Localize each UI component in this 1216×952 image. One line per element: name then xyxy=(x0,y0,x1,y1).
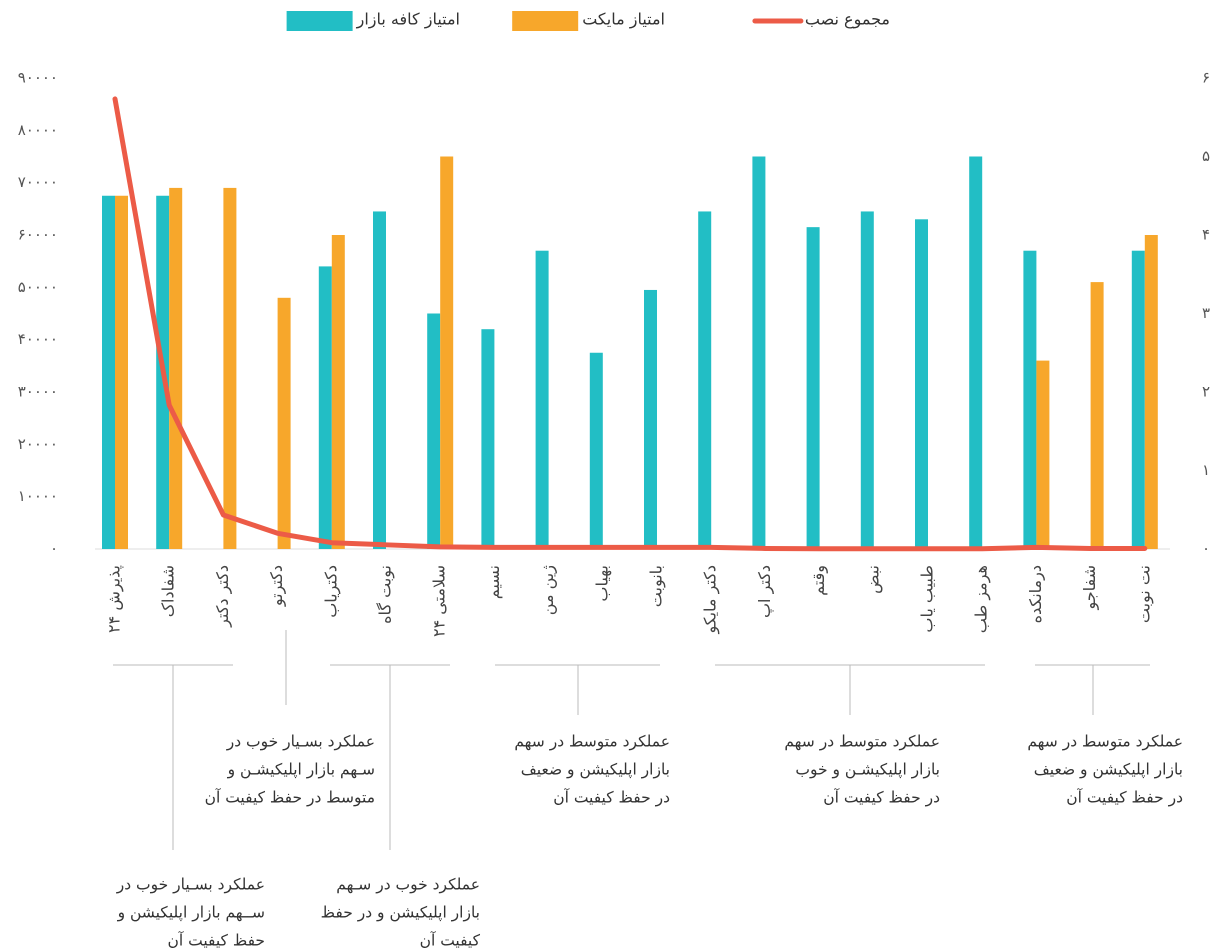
legend-label: امتیاز مایکت xyxy=(582,10,665,30)
bar xyxy=(860,211,874,549)
x-tick-label: پذیرش ۲۴ xyxy=(105,565,125,633)
x-tick-label: نوبت گاه xyxy=(376,565,396,624)
bar xyxy=(1023,250,1037,549)
y-tick-label: ۹۰۰۰۰ xyxy=(18,69,58,87)
annotation-line: عملکرد متوسط در سهم xyxy=(784,733,940,752)
y-tick-label: ۵۰۰۰۰ xyxy=(18,278,58,296)
bar xyxy=(427,313,441,549)
annotation-line: عملکرد متوسط در سهم xyxy=(514,733,670,752)
x-tick-label: هرمز طب xyxy=(972,565,992,633)
x-tick-label: دکترتو xyxy=(267,565,287,607)
y-tick-label: ۱۰۰۰۰ xyxy=(18,487,58,505)
y2-tick-label: ۴ xyxy=(1202,226,1210,244)
bar xyxy=(1131,250,1145,549)
x-tick-label: بانوبت xyxy=(647,565,667,607)
bar xyxy=(481,329,495,549)
y-tick-label: ۶۰۰۰۰ xyxy=(18,226,58,244)
legend-label: مجموع نصب xyxy=(805,10,890,30)
bar xyxy=(806,227,820,549)
x-tick-label: بهیاب xyxy=(592,565,612,602)
install-line xyxy=(112,96,1148,552)
x-tick-label: نت نوبت xyxy=(1134,565,1154,623)
y-tick-label: ۸۰۰۰۰ xyxy=(18,121,58,139)
y-tick-label: ۷۰۰۰۰ xyxy=(18,173,58,191)
y2-tick-label: ۱ xyxy=(1202,461,1210,479)
y2-tick-label: ۳ xyxy=(1202,304,1210,322)
bar xyxy=(440,156,454,549)
annotation-line: در حفظ کیفیت آن xyxy=(823,788,940,807)
y2-tick-label: ۶ xyxy=(1202,69,1210,87)
bar xyxy=(102,195,115,549)
x-tick-label: نبض xyxy=(863,565,883,594)
bar xyxy=(318,266,332,549)
legend-swatch xyxy=(286,11,353,31)
y-tick-label: ۲۰۰۰۰ xyxy=(18,435,58,453)
x-tick-label: سلامتی ۲۴ xyxy=(430,565,449,637)
x-tick-label: ژین من xyxy=(538,565,558,615)
annotation-line: عملکرد بسـیار خوب در xyxy=(116,876,265,894)
x-tick-label: دکتر دکتر xyxy=(213,565,233,628)
bar xyxy=(915,219,928,550)
annotation-line: عملکرد بسـیار خوب در xyxy=(226,733,375,751)
x-tick-label: نسیم xyxy=(484,565,503,599)
x-tick-label: وقتم xyxy=(809,565,829,596)
annotation-line: در حفظ کیفیت آن xyxy=(553,788,670,807)
y2-tick-label: ۰ xyxy=(1202,540,1210,558)
annotation-line: ســهم بازار اپلیکیشن و xyxy=(117,904,265,923)
bar xyxy=(698,211,712,549)
x-tick-label: شفاجو xyxy=(1080,565,1100,611)
x-tick-label: دکتر اپ xyxy=(755,565,775,618)
y2-tick-label: ۲ xyxy=(1202,383,1210,401)
annotation-line: در حفظ کیفیت آن xyxy=(1066,788,1183,807)
y-tick-label: ۰ xyxy=(50,540,58,558)
annotation-line: عملکرد متوسط در سهم xyxy=(1027,733,1183,752)
annotation-line: کیفیت آن xyxy=(420,931,481,950)
bar xyxy=(223,187,237,549)
bar xyxy=(1144,235,1158,549)
bar xyxy=(277,297,291,549)
bar xyxy=(1036,360,1050,549)
legend-swatch xyxy=(512,11,579,31)
bar xyxy=(535,250,549,549)
x-tick-label: طبیب یاب xyxy=(918,565,937,633)
annotation-line: عملکرد خوب در سـهم xyxy=(336,876,480,895)
annotation-line: متوسط در حفظ کیفیت آن xyxy=(205,788,375,807)
x-tick-label: دکتر مایکو xyxy=(701,565,721,634)
annotation-line: بازار اپلیکیشن و ضعیف xyxy=(1034,761,1183,780)
bar xyxy=(589,352,603,549)
bar xyxy=(331,235,345,549)
y-tick-label: ۳۰۰۰۰ xyxy=(18,383,58,401)
x-tick-label: درمانکده xyxy=(1026,565,1046,623)
bar xyxy=(373,211,386,549)
bar xyxy=(969,156,983,549)
annotation-line: حفظ کیفیت آن xyxy=(168,931,265,950)
bar xyxy=(115,195,128,549)
legend-label: امتیاز کافه بازار xyxy=(356,10,460,30)
annotation-line: بازار اپلیکیشـن و خوب xyxy=(795,761,940,780)
x-tick-label: شفاداک xyxy=(159,565,178,617)
bar xyxy=(752,156,766,549)
y2-tick-label: ۵ xyxy=(1202,147,1210,165)
x-tick-label: دکتریاب xyxy=(321,565,341,618)
bar xyxy=(1090,282,1104,549)
annotation-line: سـهم بازار اپلیکیشـن و xyxy=(227,761,375,780)
y-tick-label: ۴۰۰۰۰ xyxy=(18,330,58,348)
annotation-line: بازار اپلیکیشن و در حفظ xyxy=(321,904,480,923)
bar xyxy=(169,187,183,549)
annotation-line: بازار اپلیکیشن و ضعیف xyxy=(521,761,670,780)
bar xyxy=(644,289,657,549)
